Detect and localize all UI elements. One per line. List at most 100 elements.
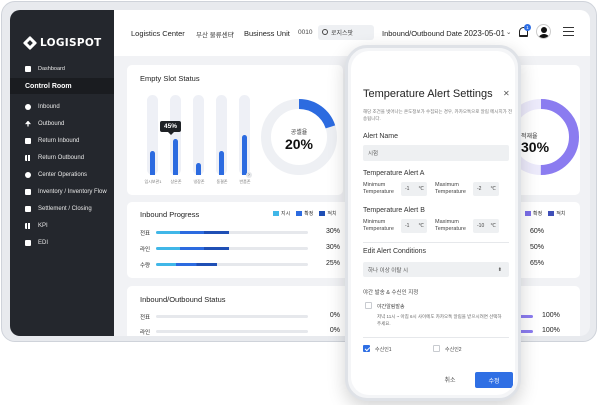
slot-bar[interactable] xyxy=(216,95,227,175)
slot-bar-fill xyxy=(196,163,201,175)
modal-body: Temperature Alert Settings ✕ 해당 조건을 벗어나는… xyxy=(351,51,515,395)
edi-icon xyxy=(25,239,31,246)
divider xyxy=(363,337,509,338)
alert-b-min-input[interactable]: -1 ℃ xyxy=(401,219,427,233)
unit-label: ℃ xyxy=(418,223,424,229)
sidebar-item-edi[interactable]: EDI xyxy=(10,234,114,251)
io-row: 전표 0% xyxy=(140,310,340,324)
slot-bar-fill xyxy=(150,151,155,175)
legend-label: 확정 xyxy=(533,211,543,217)
bell-icon[interactable] xyxy=(519,27,528,37)
inbound-icon xyxy=(25,103,31,110)
slot-bar-label: 상온존 xyxy=(170,179,182,184)
sidebar-section-control-room[interactable]: Control Room xyxy=(10,78,114,94)
progress-track xyxy=(156,231,308,234)
legend-item: 확정 xyxy=(525,210,542,217)
sidebar-item-dashboard[interactable]: Dashboard xyxy=(10,62,114,76)
return-outbound-icon xyxy=(25,154,31,161)
empty-slot-title: Empty Slot Status xyxy=(140,74,200,83)
progress-row-label: 라인 xyxy=(140,247,151,253)
sidebar-item-label: Return Inbound xyxy=(38,137,80,144)
date-select[interactable]: 2023-05-01 xyxy=(464,29,505,38)
sidebar-item-return-outbound[interactable]: Return Outbound xyxy=(10,149,114,166)
alert-name-input[interactable]: 시험 xyxy=(363,145,509,161)
sidebar-item-inventory[interactable]: Inventory / Inventory Flow xyxy=(10,183,114,200)
alert-a-min-label: Minimum Temperature xyxy=(363,182,394,195)
unit-label: ℃ xyxy=(418,186,424,192)
chevron-updown-icon: ⬍ xyxy=(497,266,502,273)
io-row-value: 0% xyxy=(329,327,340,334)
alert-b-max-input[interactable]: -10 ℃ xyxy=(473,219,499,233)
io-row-value: 0% xyxy=(329,312,340,319)
legend-label: 적치 xyxy=(556,211,566,217)
recipient2-checkbox[interactable] xyxy=(433,345,440,352)
logistics-center-select[interactable]: 부산 물류센터 xyxy=(196,32,234,39)
legend-swatch xyxy=(525,211,531,217)
divider xyxy=(363,242,509,243)
progress-fill xyxy=(156,231,229,234)
outbound-icon xyxy=(25,120,31,127)
sidebar-item-label: Outbound xyxy=(38,120,65,127)
chevron-down-icon[interactable]: ⌄ xyxy=(230,29,236,36)
slot-bar-label: 반품존 xyxy=(239,179,251,184)
inbound-progress-row: 수량 25% xyxy=(140,258,340,272)
condition-select[interactable]: 하나 이상 이탈 시 ⬍ xyxy=(363,262,509,277)
close-icon[interactable]: ✕ xyxy=(503,89,510,98)
empty-slot-card: Empty Slot Status 임시보관1 상온존 냉장존 동결존 반품존 45% … xyxy=(127,65,343,195)
date-label: Inbound/Outbound Date xyxy=(382,29,463,38)
business-unit-label: Business Unit xyxy=(244,29,290,38)
io-right-value: 100% xyxy=(542,312,560,319)
progress-track xyxy=(156,263,308,266)
io-row-track xyxy=(156,330,308,333)
legend-item: 확정 xyxy=(296,210,313,217)
alert-b-min-label: Minimum Temperature xyxy=(363,219,394,232)
sidebar-item-inbound[interactable]: Inbound xyxy=(10,98,114,115)
recipient1-checkbox[interactable] xyxy=(363,345,370,352)
slot-bar[interactable] xyxy=(170,95,181,175)
slot-bar-fill xyxy=(173,139,178,175)
sidebar-item-center-operations[interactable]: Center Operations xyxy=(10,166,114,183)
sidebar-item-return-inbound[interactable]: Return Inbound xyxy=(10,132,114,149)
progress-row-value: 30% xyxy=(325,228,340,235)
sidebar-item-label: Dashboard xyxy=(38,66,65,72)
io-right-value: 100% xyxy=(542,327,560,334)
slot-bar[interactable] xyxy=(239,95,250,175)
search-input[interactable]: 로지스팟 xyxy=(318,25,374,40)
sidebar-item-label: Settlement / Closing xyxy=(38,205,92,212)
alert-a-min-input[interactable]: -1 ℃ xyxy=(401,182,427,196)
number-value: -10 xyxy=(477,223,485,229)
outbound-progress-value: 65% xyxy=(530,260,545,267)
cancel-button[interactable]: 취소 xyxy=(444,377,456,384)
sidebar-item-settlement[interactable]: Settlement / Closing xyxy=(10,200,114,217)
confirm-button[interactable]: 수정 xyxy=(475,372,513,388)
sidebar-item-label: EDI xyxy=(38,239,49,246)
alert-b-label: Temperature Alert B xyxy=(363,207,425,214)
night-alert-desc: 저녁 11시 ~ 아침 6시 사이에도 카카오톡 알림을 받으시려면 선택하주세… xyxy=(377,314,502,326)
slot-bar[interactable] xyxy=(147,95,158,175)
legend-item: 적치 xyxy=(548,210,565,217)
hamburger-menu-icon[interactable] xyxy=(563,27,574,36)
io-row-label: 전표 xyxy=(140,315,151,321)
alert-b-max-label: Maximum Temperature xyxy=(435,219,466,232)
slot-bar[interactable] xyxy=(193,95,204,175)
chevron-down-icon[interactable]: ⌄ xyxy=(506,29,512,36)
unit-label: ℃ xyxy=(490,186,496,192)
sidebar-nav: Dashboard Control Room Inbound Outbound … xyxy=(10,62,114,251)
sidebar-item-outbound[interactable]: Outbound xyxy=(10,115,114,132)
inbound-legend: 지시 확정 적치 xyxy=(273,210,337,217)
sidebar-item-kpi[interactable]: KPI xyxy=(10,217,114,234)
io-status-title: Inbound/Outbound Status xyxy=(140,295,226,304)
alert-a-max-input[interactable]: -2 ℃ xyxy=(473,182,499,196)
avatar[interactable] xyxy=(536,24,551,39)
business-unit-value: 0010 xyxy=(298,29,313,36)
center-ops-icon xyxy=(25,171,31,178)
legend-swatch xyxy=(296,211,303,217)
night-section-label: 야간 발송 & 수신인 지정 xyxy=(363,290,419,296)
logo[interactable]: LOGISPOT xyxy=(22,35,102,51)
progress-row-value: 30% xyxy=(325,244,340,251)
chevron-right-icon[interactable]: › xyxy=(246,172,252,178)
donut-value: 20% xyxy=(284,136,314,152)
night-alert-checkbox[interactable] xyxy=(365,302,372,309)
legend-item: 적치 xyxy=(319,210,337,217)
edit-conditions-label: Edit Alert Conditions xyxy=(363,248,427,255)
